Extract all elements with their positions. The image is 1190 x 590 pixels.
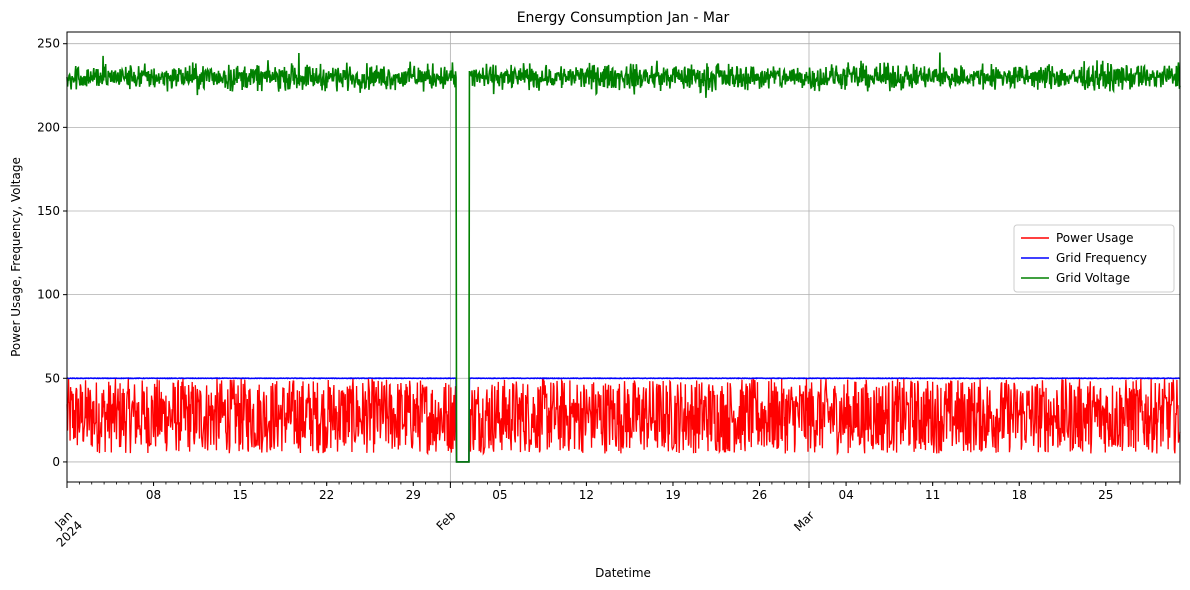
x-tick-label: 19 [665,488,680,502]
y-tick-label: 150 [37,204,60,218]
x-tick-label: 29 [406,488,421,502]
series-grid-frequency [66,377,1181,463]
x-axis-title: Datetime [595,566,651,580]
legend-label: Grid Voltage [1056,271,1130,285]
legend-box [1013,224,1175,293]
series-power-usage [66,378,1181,463]
y-axis-title: Power Usage, Frequency, Voltage [9,157,23,357]
x-tick-label: 08 [146,488,161,502]
legend-label: Grid Frequency [1056,251,1147,265]
legend-label: Power Usage [1056,231,1133,245]
x-major-tick-label: Mar [791,508,817,534]
legend: Power Usage Grid Frequency Grid Voltage [1013,224,1175,293]
series-lines [66,52,1181,463]
x-tick-label: 15 [232,488,247,502]
x-tick-label: 04 [838,488,853,502]
x-tick-label: 05 [492,488,507,502]
y-tick-label: 50 [45,371,60,385]
series-grid-voltage [66,52,1181,463]
y-tick-label: 0 [52,455,60,469]
x-major-tick-label: Feb [434,508,459,533]
y-tick-label: 250 [37,37,60,51]
x-tick-label: 22 [319,488,334,502]
chart-title: Energy Consumption Jan - Mar [517,10,730,26]
y-axis: 0 50 100 150 200 250 [37,37,67,469]
y-tick-label: 200 [37,120,60,134]
x-tick-label: 11 [925,488,940,502]
x-tick-label: 18 [1012,488,1027,502]
x-tick-label: 25 [1098,488,1113,502]
x-tick-label: 12 [579,488,594,502]
x-tick-label: 26 [752,488,767,502]
y-tick-label: 100 [37,288,60,302]
